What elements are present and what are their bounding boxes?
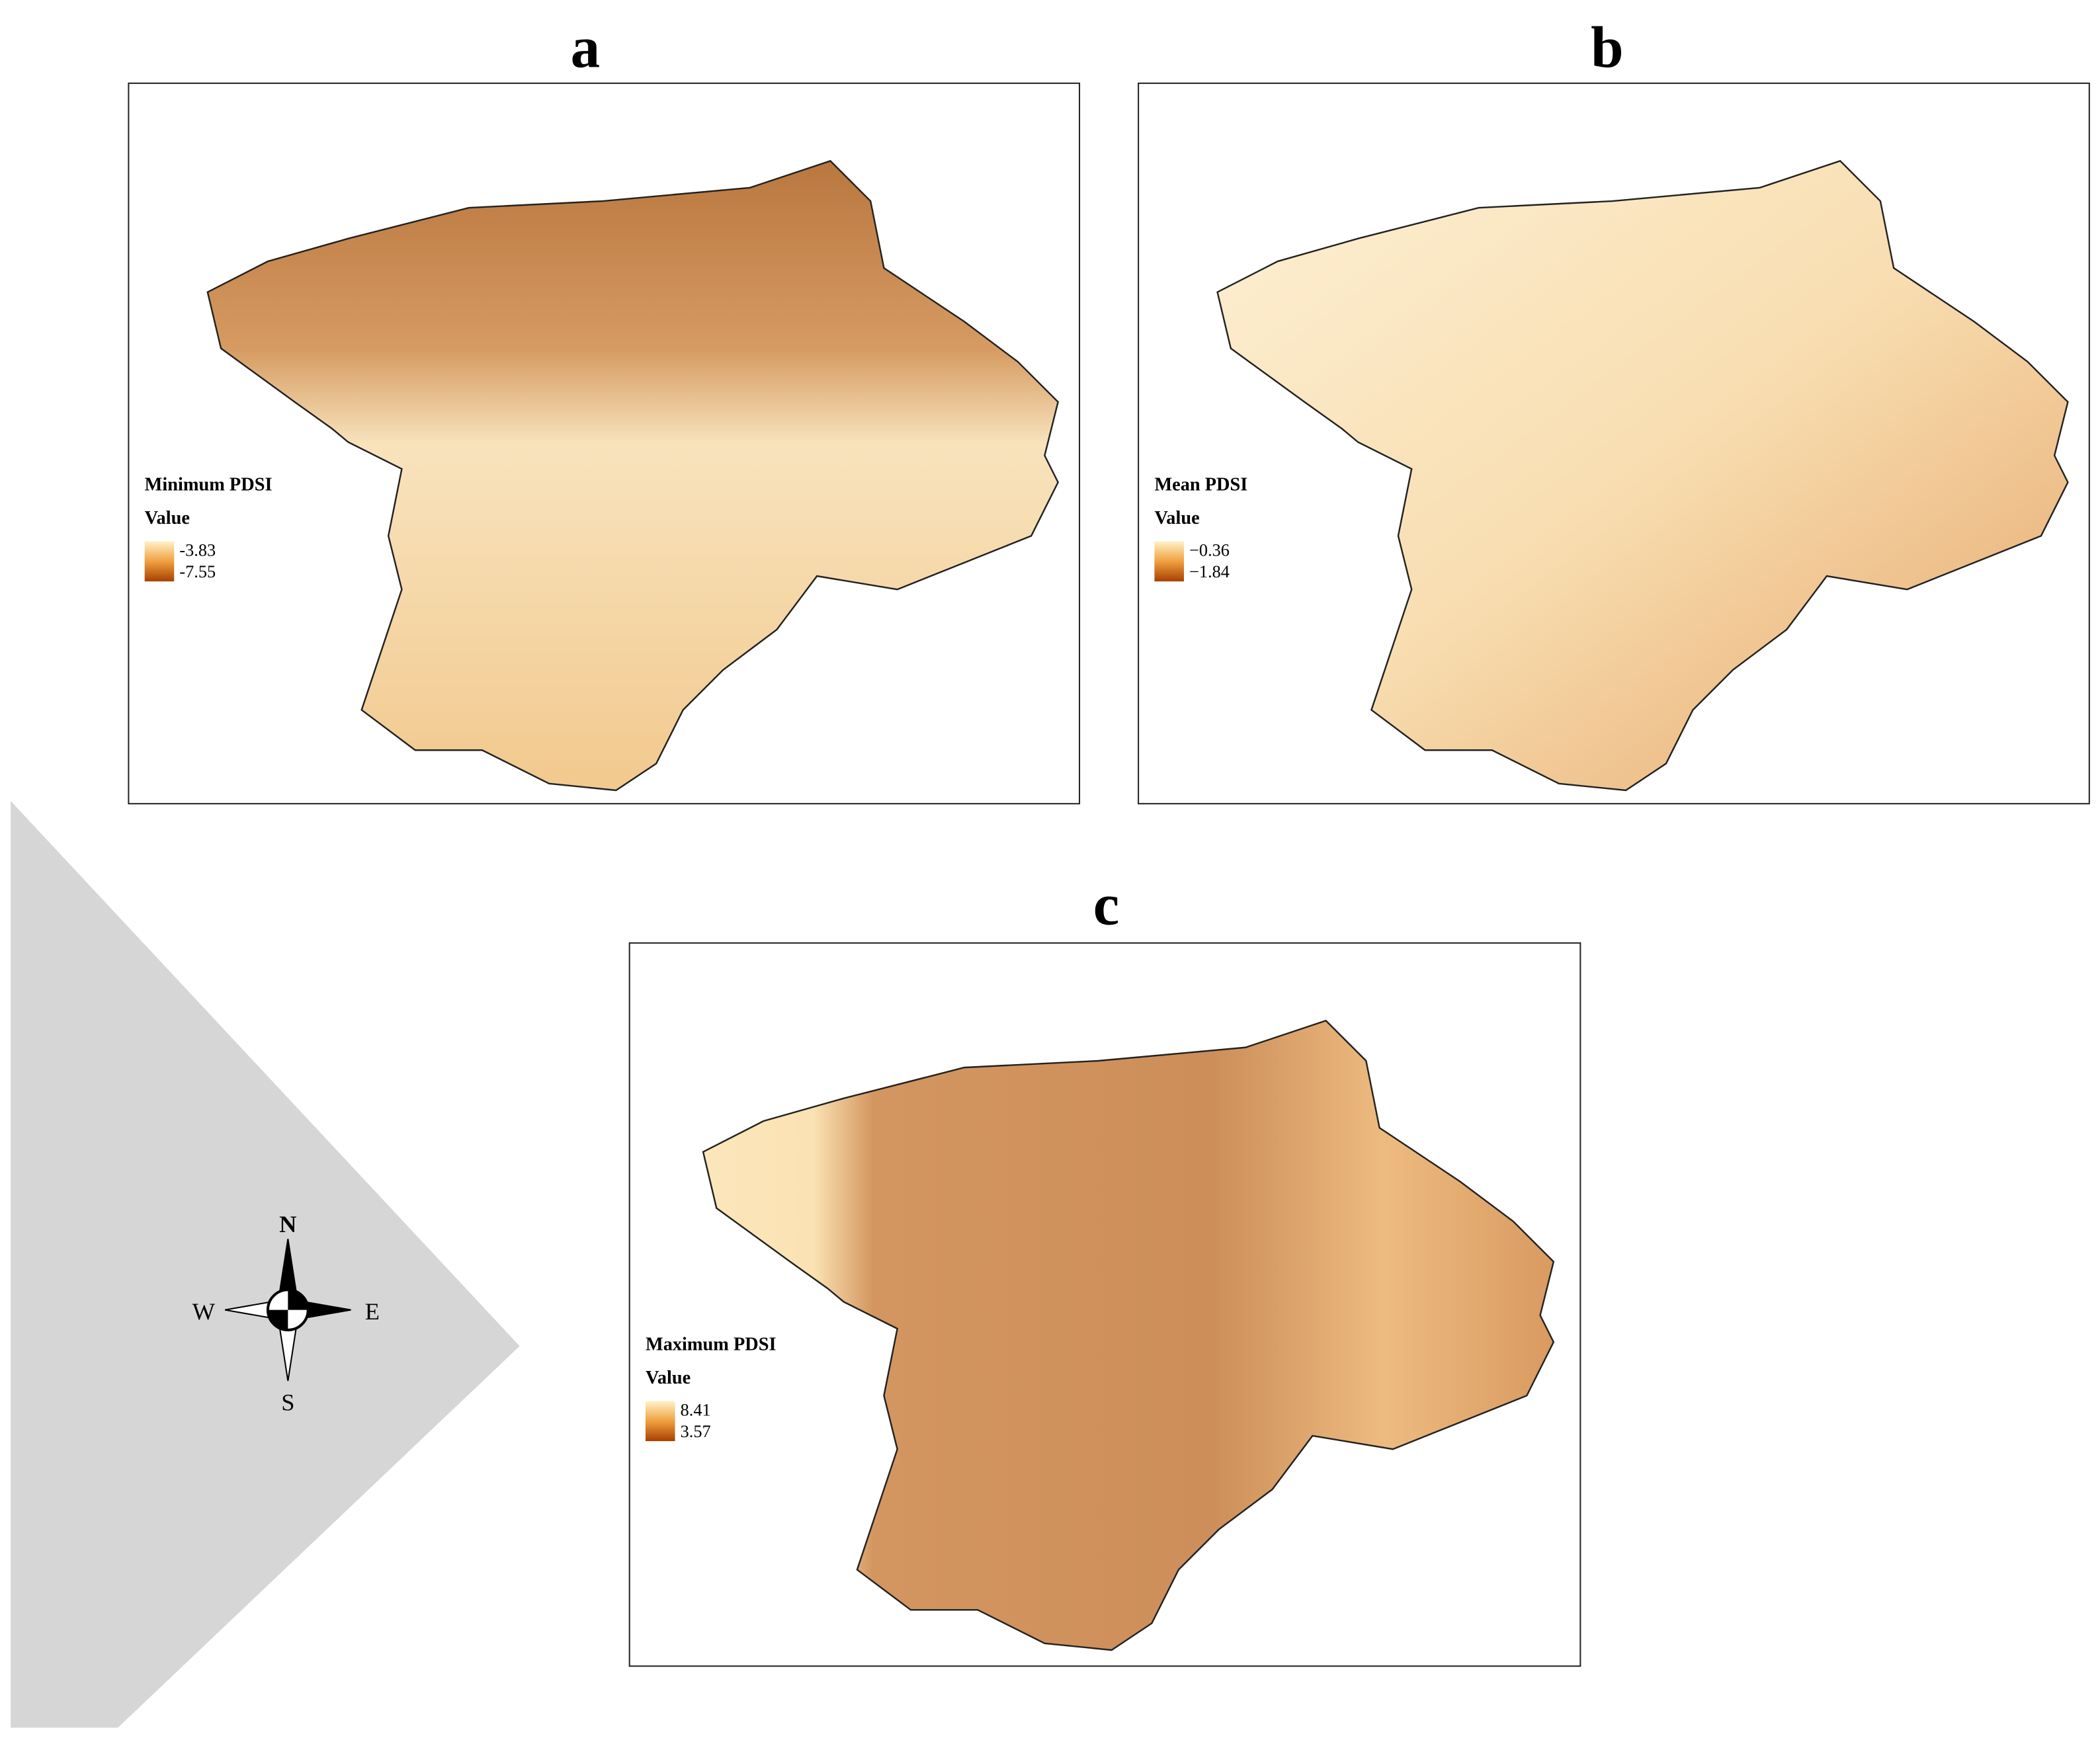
panel-label: c xyxy=(1093,872,1120,937)
panel-frame xyxy=(128,82,1081,805)
legend-ramp xyxy=(1154,541,1184,582)
legend-low: −1.84 xyxy=(1189,562,1230,581)
map xyxy=(702,1020,1555,1651)
legend-title: Maximum PDSI xyxy=(646,1334,777,1354)
panel-frame xyxy=(628,942,1581,1667)
legend-ramp xyxy=(144,541,175,582)
compass-north: N xyxy=(279,1211,296,1237)
map xyxy=(206,160,1059,792)
panel-label: b xyxy=(1591,16,1624,81)
compass: N S E W xyxy=(192,1211,380,1415)
legend-low: 3.57 xyxy=(681,1422,711,1441)
panel-a: a Minimum PDSI Value -3.83 -7.55 xyxy=(128,16,1081,805)
background-triangle xyxy=(11,801,520,1728)
legend-subtitle: Value xyxy=(145,508,190,528)
legend-high: -3.83 xyxy=(179,541,216,560)
legend-high: −0.36 xyxy=(1189,541,1230,560)
legend-subtitle: Value xyxy=(1154,508,1199,528)
compass-west: W xyxy=(192,1298,216,1325)
panel-frame xyxy=(1138,82,2090,805)
compass-south: S xyxy=(281,1389,294,1415)
legend-title: Minimum PDSI xyxy=(145,474,273,495)
legend-ramp xyxy=(645,1401,675,1442)
legend-subtitle: Value xyxy=(646,1368,691,1388)
map xyxy=(1216,160,2069,792)
panel-b: b Mean PDSI Value −0.36 −1.84 xyxy=(1138,16,2090,805)
panel-label: a xyxy=(571,16,601,81)
legend-high: 8.41 xyxy=(681,1401,711,1420)
compass-east: E xyxy=(365,1298,380,1325)
legend-low: -7.55 xyxy=(179,562,216,581)
panel-c: c Maximum PDSI Value 8.41 3.57 xyxy=(628,872,1581,1667)
legend-title: Mean PDSI xyxy=(1154,474,1247,495)
